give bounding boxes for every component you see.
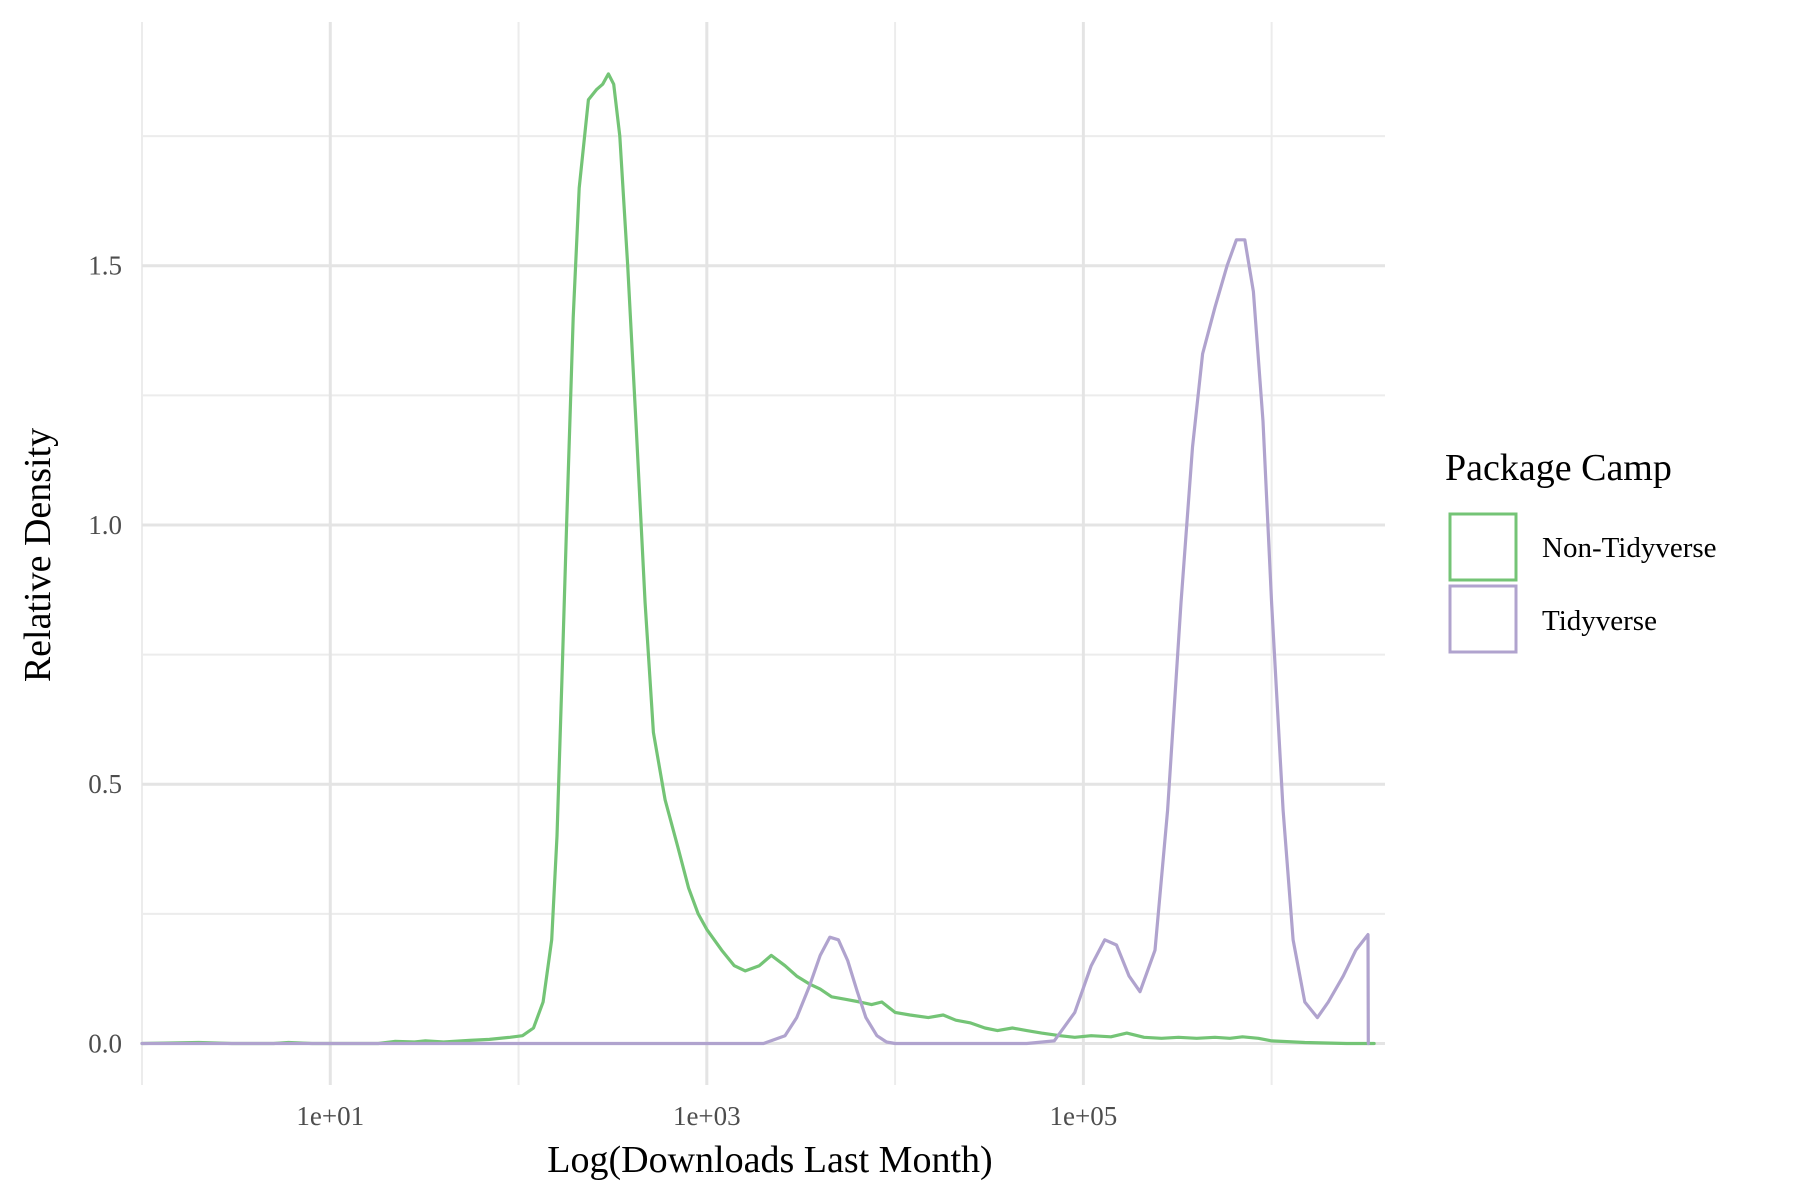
x-tick-label: 1e+03: [673, 1101, 741, 1131]
y-axis-title: Relative Density: [17, 428, 59, 682]
y-tick-label: 0.5: [88, 769, 122, 799]
legend-key-tidyverse: [1448, 584, 1518, 654]
x-tick-label: 1e+05: [1050, 1101, 1118, 1131]
legend-title: Package Camp: [1445, 447, 1672, 489]
y-axis-tick-labels: 0.0 0.5 1.0 1.5: [88, 251, 122, 1059]
y-tick-label: 1.0: [88, 510, 122, 540]
legend-key-non-tidyverse: [1448, 512, 1518, 582]
series-line-tidyverse: [140, 238, 1370, 1046]
x-axis-tick-labels: 1e+01 1e+03 1e+05: [296, 1101, 1117, 1131]
density-lines: [140, 72, 1376, 1046]
y-tick-label: 0.0: [88, 1029, 122, 1059]
minor-gridlines: [141, 22, 1385, 1085]
x-axis-title: Log(Downloads Last Month): [547, 1139, 992, 1181]
legend: Package Camp Non-Tidyverse Tidyverse: [1445, 447, 1717, 654]
major-gridlines: [142, 22, 1385, 1085]
x-tick-label: 1e+01: [296, 1101, 364, 1131]
legend-label-tidyverse: Tidyverse: [1542, 605, 1657, 637]
series-line-non-tidyverse: [140, 72, 1376, 1046]
y-tick-label: 1.5: [88, 251, 122, 281]
legend-label-non-tidyverse: Non-Tidyverse: [1542, 532, 1717, 564]
